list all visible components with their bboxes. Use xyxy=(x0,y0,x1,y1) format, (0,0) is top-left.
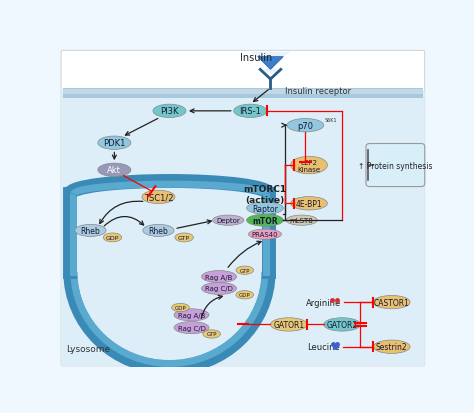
Ellipse shape xyxy=(172,304,189,312)
Ellipse shape xyxy=(98,164,131,177)
Ellipse shape xyxy=(143,225,174,237)
Text: PRAS40: PRAS40 xyxy=(252,232,278,237)
Text: S6K1: S6K1 xyxy=(325,118,337,123)
Ellipse shape xyxy=(142,191,175,204)
Ellipse shape xyxy=(175,233,193,242)
Ellipse shape xyxy=(271,318,307,331)
FancyBboxPatch shape xyxy=(63,90,423,95)
Text: Rag C/D: Rag C/D xyxy=(178,325,205,331)
Text: Deptor: Deptor xyxy=(216,218,240,224)
Ellipse shape xyxy=(374,340,410,354)
Text: CASTOR1: CASTOR1 xyxy=(374,298,410,307)
Ellipse shape xyxy=(246,215,283,227)
Text: Insulin: Insulin xyxy=(240,52,272,62)
Ellipse shape xyxy=(174,309,209,321)
Ellipse shape xyxy=(286,216,317,226)
Text: IRS-1: IRS-1 xyxy=(239,107,261,116)
Text: GTP: GTP xyxy=(178,235,190,240)
Ellipse shape xyxy=(374,296,410,309)
Ellipse shape xyxy=(201,271,237,283)
Text: PDK1: PDK1 xyxy=(103,139,126,148)
Ellipse shape xyxy=(236,266,254,275)
Text: Lysosome: Lysosome xyxy=(66,344,111,353)
Ellipse shape xyxy=(75,225,106,237)
Ellipse shape xyxy=(291,157,328,174)
Ellipse shape xyxy=(291,197,328,211)
Text: Rag A/B: Rag A/B xyxy=(205,274,233,280)
Ellipse shape xyxy=(213,216,244,226)
FancyBboxPatch shape xyxy=(63,89,423,99)
Ellipse shape xyxy=(98,137,131,150)
Text: 4E-BP1: 4E-BP1 xyxy=(296,199,322,208)
Text: PI3K: PI3K xyxy=(160,107,179,116)
Ellipse shape xyxy=(153,105,186,118)
Text: GATOR2: GATOR2 xyxy=(327,320,358,329)
Text: GDP: GDP xyxy=(174,305,186,310)
Text: Leucine: Leucine xyxy=(307,342,340,351)
Text: eEF2
Kinase: eEF2 Kinase xyxy=(298,159,320,172)
Text: mLST8: mLST8 xyxy=(290,218,314,224)
Ellipse shape xyxy=(236,291,254,299)
Text: Arginine: Arginine xyxy=(306,298,341,307)
Text: GATOR1: GATOR1 xyxy=(273,320,304,329)
Ellipse shape xyxy=(248,230,282,240)
Text: p70: p70 xyxy=(297,121,313,131)
Text: TSC1/2: TSC1/2 xyxy=(144,193,173,202)
Text: Sestrin2: Sestrin2 xyxy=(376,342,408,351)
Text: Rheb: Rheb xyxy=(148,226,168,235)
Text: mTORC1
(active): mTORC1 (active) xyxy=(244,184,286,204)
FancyBboxPatch shape xyxy=(366,144,425,187)
FancyBboxPatch shape xyxy=(61,91,425,366)
FancyBboxPatch shape xyxy=(61,51,425,366)
Text: GTP: GTP xyxy=(207,332,217,337)
Text: ↑ Protein synthesis: ↑ Protein synthesis xyxy=(358,161,433,170)
Ellipse shape xyxy=(287,119,324,133)
Ellipse shape xyxy=(203,330,220,338)
Text: Rag C/D: Rag C/D xyxy=(205,286,233,292)
Ellipse shape xyxy=(201,282,237,295)
Text: Akt: Akt xyxy=(108,166,121,175)
Text: GTP: GTP xyxy=(239,268,250,273)
Ellipse shape xyxy=(234,105,267,118)
Text: mTOR: mTOR xyxy=(252,216,278,225)
Text: Raptor: Raptor xyxy=(252,204,278,213)
Ellipse shape xyxy=(324,318,360,331)
Text: Rag A/B: Rag A/B xyxy=(178,312,205,318)
Ellipse shape xyxy=(246,202,283,215)
Polygon shape xyxy=(257,57,283,70)
Polygon shape xyxy=(250,53,291,74)
Text: Rheb: Rheb xyxy=(81,226,100,235)
Ellipse shape xyxy=(174,322,209,334)
Text: Insulin receptor: Insulin receptor xyxy=(285,87,351,96)
Text: GDP: GDP xyxy=(106,235,119,240)
Ellipse shape xyxy=(103,233,122,242)
Text: GDP: GDP xyxy=(239,292,251,297)
